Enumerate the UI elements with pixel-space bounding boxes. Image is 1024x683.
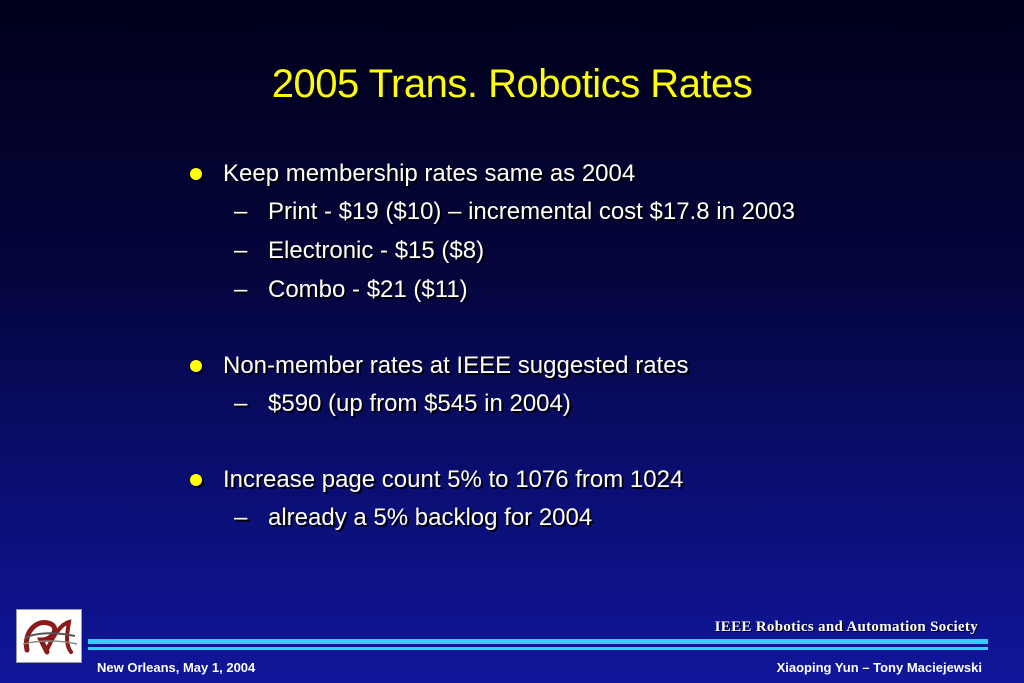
bullet-dot-icon: [190, 474, 202, 486]
bullet-dot-icon: [190, 360, 202, 372]
slide-content: Keep membership rates same as 2004 – Pri…: [188, 156, 988, 537]
footer-authors: Xiaoping Yun – Tony Maciejewski: [776, 660, 982, 675]
bullet-text: Increase page count 5% to 1076 from 1024: [223, 466, 684, 493]
bullet-item: Increase page count 5% to 1076 from 1024: [188, 462, 988, 498]
sub-bullet-item: – Print - $19 ($10) – incremental cost $…: [188, 192, 988, 231]
sub-bullet-item: – $590 (up from $545 in 2004): [188, 384, 988, 423]
bullet-text: Keep membership rates same as 2004: [223, 160, 636, 187]
society-name: IEEE Robotics and Automation Society: [714, 619, 978, 635]
footer-location-date: New Orleans, May 1, 2004: [97, 660, 256, 675]
sub-bullet-item: – Electronic - $15 ($8): [188, 231, 988, 270]
dash-icon: –: [234, 504, 248, 531]
spacer: [188, 309, 988, 348]
bullet-item: Keep membership rates same as 2004: [188, 156, 988, 192]
sub-bullet-item: – Combo - $21 ($11): [188, 270, 988, 309]
sub-bullet-text: already a 5% backlog for 2004: [268, 504, 593, 531]
sub-bullet-text: $590 (up from $545 in 2004): [268, 390, 571, 417]
sub-bullet-text: Electronic - $15 ($8): [268, 237, 485, 264]
dash-icon: –: [234, 390, 248, 417]
bullet-dot-icon: [190, 168, 202, 180]
dash-icon: –: [234, 198, 248, 225]
slide-title: 2005 Trans. Robotics Rates: [271, 62, 753, 106]
footer-rule-thick: [88, 639, 988, 644]
footer-rule-thin: [88, 647, 988, 650]
spacer: [188, 423, 988, 462]
dash-icon: –: [234, 237, 248, 264]
ra-society-logo-icon: [16, 609, 82, 663]
bullet-item: Non-member rates at IEEE suggested rates: [188, 348, 988, 384]
bullet-text: Non-member rates at IEEE suggested rates: [223, 352, 689, 379]
sub-bullet-item: – already a 5% backlog for 2004: [188, 498, 988, 537]
dash-icon: –: [234, 276, 248, 303]
sub-bullet-text: Print - $19 ($10) – incremental cost $17…: [268, 198, 795, 225]
sub-bullet-text: Combo - $21 ($11): [268, 276, 468, 303]
